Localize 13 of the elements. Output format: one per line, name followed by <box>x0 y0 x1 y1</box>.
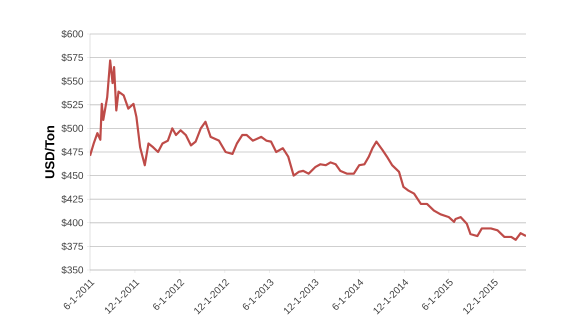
y-axis-title: USD/Ton <box>44 126 54 178</box>
y-tick-label: $500 <box>61 124 84 132</box>
y-tick-label: $575 <box>61 54 84 62</box>
y-tick-label: $400 <box>61 218 84 227</box>
y-tick-label: $475 <box>61 148 84 156</box>
y-tick-label: $350 <box>61 266 84 274</box>
y-tick-label: $525 <box>61 100 84 109</box>
line-series <box>90 59 526 241</box>
y-tick-label: $550 <box>61 77 84 86</box>
y-tick-label: $425 <box>61 195 84 204</box>
y-tick-label: $600 <box>61 30 84 38</box>
y-tick-label: $375 <box>61 242 84 250</box>
y-tick-label: $450 <box>61 172 84 180</box>
